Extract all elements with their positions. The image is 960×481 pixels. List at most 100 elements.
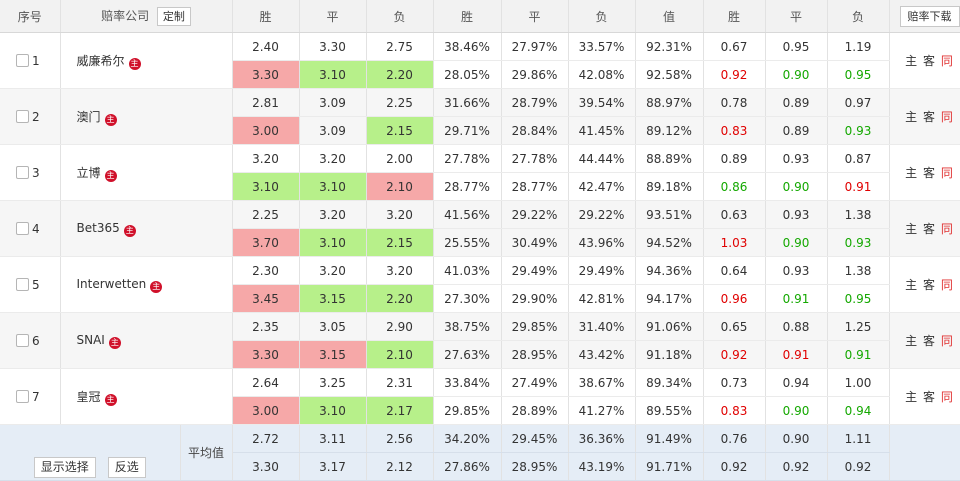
company-name[interactable]: 澳门 <box>76 109 101 124</box>
odds-win-current: 3.00 <box>232 116 300 145</box>
odds-win-current: 3.10 <box>232 172 300 201</box>
prob-draw-current: 28.89% <box>501 396 569 425</box>
company-name[interactable]: Bet365 <box>76 220 120 235</box>
prob-loss-initial: 31.40% <box>568 312 636 341</box>
kelly-loss-avg-initial: 1.11 <box>827 424 890 453</box>
prob-win-initial: 38.75% <box>433 312 502 341</box>
company-name[interactable]: SNAI <box>76 332 105 347</box>
kelly-loss-initial: 1.38 <box>827 256 890 285</box>
header-value: 值 <box>635 0 704 33</box>
away-link[interactable]: 客 <box>922 54 936 68</box>
home-link[interactable]: 主 <box>905 334 919 348</box>
prob-loss-current: 41.45% <box>568 116 636 145</box>
odds-win-current: 3.30 <box>232 340 300 369</box>
company-row-current: 3.30 3.15 2.10 27.63% 28.95% 43.42% 91.18% 0.92… <box>0 340 960 369</box>
company-home-icon[interactable]: 主 <box>128 57 141 70</box>
kelly-win-current: 0.92 <box>703 60 766 89</box>
row-checkbox[interactable] <box>16 221 29 235</box>
kelly-loss-initial: 1.19 <box>827 32 890 61</box>
company-home-icon[interactable]: 主 <box>104 169 117 182</box>
row-checkbox[interactable] <box>16 53 29 67</box>
prob-win-current: 27.30% <box>433 284 502 313</box>
company-name[interactable]: 威廉希尔 <box>76 53 125 68</box>
company-row-current: 3.45 3.15 2.20 27.30% 29.90% 42.81% 94.17% 0.96… <box>0 284 960 313</box>
prob-draw-initial: 27.97% <box>501 32 569 61</box>
summary-buttons: 显示选择 反选 <box>0 424 181 481</box>
prob-draw-initial: 27.49% <box>501 368 569 397</box>
kelly-loss-current: 0.93 <box>827 116 890 145</box>
away-link[interactable]: 客 <box>922 222 936 236</box>
prob-win-initial: 31.66% <box>433 88 502 117</box>
show-selected-button[interactable]: 显示选择 <box>33 457 96 478</box>
kelly-draw-current: 0.90 <box>765 396 828 425</box>
odds-loss-initial: 2.25 <box>366 88 434 117</box>
kelly-draw-current: 0.89 <box>765 116 828 145</box>
home-link[interactable]: 主 <box>905 166 919 180</box>
same-link[interactable]: 同 <box>940 110 954 124</box>
home-link[interactable]: 主 <box>905 390 919 404</box>
kelly-loss-initial: 1.25 <box>827 312 890 341</box>
away-link[interactable]: 客 <box>922 390 936 404</box>
kelly-draw-initial: 0.88 <box>765 312 828 341</box>
prob-draw-avg-current: 28.95% <box>501 452 569 481</box>
company-name[interactable]: Interwetten <box>76 276 147 291</box>
same-link[interactable]: 同 <box>940 334 954 348</box>
row-index-cell: 7 <box>0 368 61 425</box>
download-odds-button[interactable]: 赔率下载 <box>899 5 960 27</box>
company-name[interactable]: 皇冠 <box>76 389 101 404</box>
row-number: 3 <box>32 165 40 180</box>
odds-draw-initial: 3.25 <box>299 368 367 397</box>
odds-loss-initial: 2.90 <box>366 312 434 341</box>
row-checkbox[interactable] <box>16 165 29 179</box>
row-checkbox[interactable] <box>16 333 29 347</box>
prob-loss-current: 41.27% <box>568 396 636 425</box>
odds-loss-current: 2.10 <box>366 172 434 201</box>
odds-draw-current: 3.10 <box>299 60 367 89</box>
same-link[interactable]: 同 <box>940 222 954 236</box>
summary-actions-blank <box>889 424 960 481</box>
kelly-loss-current: 0.91 <box>827 340 890 369</box>
prob-draw-initial: 28.79% <box>501 88 569 117</box>
company-name[interactable]: 立博 <box>76 165 101 180</box>
home-link[interactable]: 主 <box>905 110 919 124</box>
row-checkbox[interactable] <box>16 389 29 403</box>
kelly-win-initial: 0.67 <box>703 32 766 61</box>
odds-draw-initial: 3.20 <box>299 256 367 285</box>
row-actions: 主 客 同 <box>889 312 960 369</box>
header-prob-draw: 平 <box>501 0 569 33</box>
row-checkbox[interactable] <box>16 109 29 123</box>
home-link[interactable]: 主 <box>905 54 919 68</box>
away-link[interactable]: 客 <box>922 334 936 348</box>
row-checkbox[interactable] <box>16 277 29 291</box>
value-avg-initial: 91.49% <box>635 424 704 453</box>
home-link[interactable]: 主 <box>905 278 919 292</box>
odds-win-current: 3.45 <box>232 284 300 313</box>
odds-draw-current: 3.10 <box>299 172 367 201</box>
prob-draw-current: 28.77% <box>501 172 569 201</box>
same-link[interactable]: 同 <box>940 278 954 292</box>
same-link[interactable]: 同 <box>940 54 954 68</box>
kelly-draw-current: 0.91 <box>765 340 828 369</box>
kelly-loss-initial: 0.97 <box>827 88 890 117</box>
company-home-icon[interactable]: 主 <box>104 393 117 406</box>
company-row-current: 3.00 3.10 2.17 29.85% 28.89% 41.27% 89.55% 0.83… <box>0 396 960 425</box>
kelly-win-current: 0.92 <box>703 340 766 369</box>
company-home-icon[interactable]: 主 <box>104 113 117 126</box>
away-link[interactable]: 客 <box>922 278 936 292</box>
company-home-icon[interactable]: 主 <box>123 224 136 237</box>
kelly-draw-initial: 0.93 <box>765 200 828 229</box>
away-link[interactable]: 客 <box>922 166 936 180</box>
company-home-icon[interactable]: 主 <box>108 336 121 349</box>
same-link[interactable]: 同 <box>940 390 954 404</box>
same-link[interactable]: 同 <box>940 166 954 180</box>
invert-selection-button[interactable]: 反选 <box>107 457 146 478</box>
odds-loss-current: 2.10 <box>366 340 434 369</box>
company-home-icon[interactable]: 主 <box>150 280 163 293</box>
home-link[interactable]: 主 <box>905 222 919 236</box>
row-index-cell: 6 <box>0 312 61 369</box>
away-link[interactable]: 客 <box>922 110 936 124</box>
kelly-win-initial: 0.64 <box>703 256 766 285</box>
odds-win-initial: 2.30 <box>232 256 300 285</box>
custom-button[interactable]: 定制 <box>156 6 191 26</box>
prob-loss-current: 42.47% <box>568 172 636 201</box>
